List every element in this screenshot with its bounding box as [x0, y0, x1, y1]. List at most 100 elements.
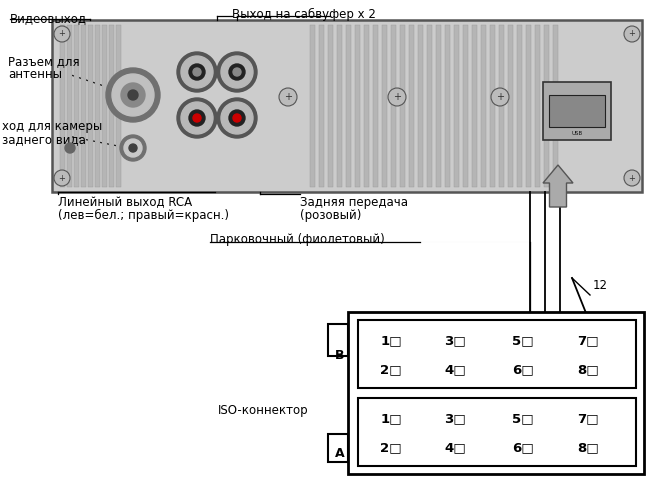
Circle shape — [128, 90, 138, 100]
Polygon shape — [328, 434, 348, 462]
Bar — [346, 25, 351, 187]
Circle shape — [233, 68, 241, 76]
Bar — [109, 25, 114, 187]
FancyArrow shape — [543, 165, 573, 207]
Text: заднего вида: заднего вида — [2, 133, 86, 146]
Bar — [74, 25, 79, 187]
Circle shape — [181, 56, 213, 88]
Circle shape — [193, 114, 201, 122]
Text: 3□: 3□ — [444, 413, 466, 426]
Bar — [67, 25, 72, 187]
Circle shape — [624, 26, 640, 42]
Text: +: + — [496, 92, 504, 102]
Text: +: + — [393, 92, 401, 102]
Text: 6□: 6□ — [512, 364, 534, 377]
Text: 1□: 1□ — [380, 334, 402, 347]
Text: 3□: 3□ — [444, 334, 466, 347]
Text: ход для камеры: ход для камеры — [2, 120, 102, 133]
Bar — [60, 25, 65, 187]
Circle shape — [217, 52, 257, 92]
Bar — [328, 25, 333, 187]
Text: 12: 12 — [593, 278, 608, 292]
Text: Линейный выход RCA: Линейный выход RCA — [58, 196, 192, 209]
Text: (розовый): (розовый) — [300, 209, 362, 222]
Bar — [358, 320, 636, 388]
Bar — [116, 25, 121, 187]
Bar — [373, 25, 378, 187]
Text: +: + — [59, 30, 65, 38]
Bar — [95, 25, 100, 187]
Circle shape — [229, 110, 245, 126]
Bar — [490, 25, 495, 187]
Text: антенны: антенны — [8, 68, 62, 81]
Circle shape — [129, 144, 137, 152]
Bar — [364, 25, 369, 187]
Circle shape — [388, 88, 406, 106]
Circle shape — [221, 102, 253, 134]
Circle shape — [54, 170, 70, 186]
Circle shape — [112, 74, 154, 116]
Bar — [543, 82, 611, 140]
Polygon shape — [328, 324, 348, 356]
Bar — [508, 25, 513, 187]
Circle shape — [177, 52, 217, 92]
Circle shape — [233, 114, 241, 122]
Bar — [382, 25, 387, 187]
Text: +: + — [628, 30, 636, 38]
Text: 5□: 5□ — [512, 334, 534, 347]
Bar — [553, 25, 558, 187]
Bar — [52, 20, 642, 192]
Bar — [526, 25, 531, 187]
Circle shape — [106, 68, 160, 122]
Text: 8□: 8□ — [577, 441, 599, 454]
Text: Видеовыход: Видеовыход — [10, 12, 87, 25]
Text: (лев=бел.; правый=красн.): (лев=бел.; правый=красн.) — [58, 209, 229, 222]
Bar — [427, 25, 432, 187]
Text: 6□: 6□ — [512, 441, 534, 454]
Bar — [445, 25, 450, 187]
Circle shape — [189, 110, 205, 126]
Text: USB: USB — [572, 131, 583, 136]
Circle shape — [189, 64, 205, 80]
Text: Парковочный (фиолетовый): Парковочный (фиолетовый) — [210, 233, 385, 246]
Circle shape — [124, 139, 142, 157]
Circle shape — [177, 98, 217, 138]
Circle shape — [181, 102, 213, 134]
Circle shape — [54, 26, 70, 42]
Bar — [544, 25, 549, 187]
Circle shape — [221, 56, 253, 88]
Circle shape — [491, 88, 509, 106]
Bar — [436, 25, 441, 187]
Text: B: B — [335, 348, 345, 362]
Bar — [358, 398, 636, 466]
Bar — [102, 25, 107, 187]
Bar — [391, 25, 396, 187]
Circle shape — [65, 143, 75, 153]
Text: +: + — [59, 174, 65, 183]
Bar — [355, 25, 360, 187]
Bar — [517, 25, 522, 187]
Text: ISO-коннектор: ISO-коннектор — [218, 403, 308, 417]
Circle shape — [217, 98, 257, 138]
Circle shape — [121, 83, 145, 107]
Bar — [463, 25, 468, 187]
Bar — [81, 25, 86, 187]
Text: +: + — [628, 174, 636, 183]
Bar — [337, 25, 342, 187]
Bar — [310, 25, 315, 187]
Text: Разъем для: Разъем для — [8, 55, 80, 68]
Circle shape — [624, 170, 640, 186]
Text: 5□: 5□ — [512, 413, 534, 426]
Text: +: + — [284, 92, 292, 102]
Bar — [454, 25, 459, 187]
Bar — [88, 25, 93, 187]
Bar — [535, 25, 540, 187]
Text: Задняя передача: Задняя передача — [300, 196, 408, 209]
Bar — [409, 25, 414, 187]
Text: 2□: 2□ — [380, 364, 402, 377]
Bar — [549, 95, 605, 127]
Text: Выход на сабвуфер х 2: Выход на сабвуфер х 2 — [232, 8, 376, 21]
Bar — [499, 25, 504, 187]
Text: 4□: 4□ — [444, 364, 466, 377]
Bar — [481, 25, 486, 187]
